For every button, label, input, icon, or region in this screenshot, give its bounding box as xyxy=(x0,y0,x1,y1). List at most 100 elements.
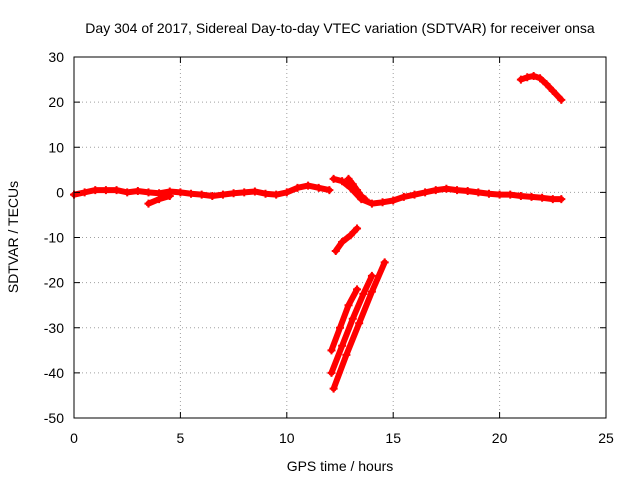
data-point xyxy=(529,71,538,80)
data-point xyxy=(187,189,196,198)
data-point xyxy=(197,190,206,199)
data-point xyxy=(327,368,336,377)
data-point xyxy=(367,287,376,296)
y-tick-label: 0 xyxy=(56,184,64,200)
data-point xyxy=(542,80,551,89)
data-point xyxy=(80,188,89,197)
y-tick-label: -30 xyxy=(44,320,64,336)
data-point xyxy=(144,188,153,197)
data-point xyxy=(548,86,557,95)
data-point xyxy=(348,314,357,323)
y-tick-label: -50 xyxy=(44,410,64,426)
data-point xyxy=(453,186,462,195)
data-point xyxy=(536,74,545,83)
data-point xyxy=(293,183,302,192)
axis-ticks: 0 5 10 15 20 25 -50 -40 -30 -20 -10 0 10 20 30 xyxy=(44,49,614,446)
data-point xyxy=(378,198,387,207)
data-point xyxy=(380,258,389,267)
data-point xyxy=(144,199,153,208)
data-point xyxy=(538,193,547,202)
data-point xyxy=(218,190,227,199)
data-series xyxy=(70,71,566,393)
data-point xyxy=(431,186,440,195)
data-point xyxy=(346,231,355,240)
data-point xyxy=(348,180,357,189)
data-point xyxy=(353,186,362,195)
data-point xyxy=(250,187,259,196)
data-point xyxy=(282,188,291,197)
data-point xyxy=(338,341,347,350)
data-point xyxy=(367,199,376,208)
data-point xyxy=(176,188,185,197)
data-point xyxy=(367,271,376,280)
y-tick-label: 10 xyxy=(48,139,64,155)
data-point xyxy=(314,183,323,192)
series-line xyxy=(332,225,361,255)
data-point xyxy=(548,195,557,204)
y-tick-label: -20 xyxy=(44,275,64,291)
y-axis-label: SDTVAR / TECUs xyxy=(5,181,21,293)
data-point xyxy=(344,174,353,183)
data-point xyxy=(361,195,370,204)
series-main-trace-2 xyxy=(329,174,566,208)
data-point xyxy=(523,73,532,82)
data-point xyxy=(331,247,340,256)
data-point xyxy=(474,188,483,197)
data-point xyxy=(101,186,110,195)
data-point xyxy=(165,191,174,200)
x-axis-label: GPS time / hours xyxy=(287,458,394,474)
data-point xyxy=(261,189,270,198)
series-rise-a xyxy=(331,224,362,256)
series-dip-3-4 xyxy=(144,191,174,208)
data-point xyxy=(516,191,525,200)
series-late-arc xyxy=(516,71,566,104)
data-point xyxy=(91,186,100,195)
series-line xyxy=(328,286,361,354)
data-point xyxy=(442,184,451,193)
data-point xyxy=(329,384,338,393)
series-rise-c xyxy=(327,271,376,377)
data-point xyxy=(355,319,364,328)
y-tick-label: -10 xyxy=(44,230,64,246)
data-point xyxy=(133,187,142,196)
data-point xyxy=(342,350,351,359)
data-point xyxy=(229,189,238,198)
data-point xyxy=(527,192,536,201)
x-tick-label: 0 xyxy=(70,430,78,446)
data-point xyxy=(327,346,336,355)
data-point xyxy=(329,174,338,183)
data-point xyxy=(123,188,132,197)
data-point xyxy=(325,186,334,195)
data-point xyxy=(516,75,525,84)
data-point xyxy=(421,188,430,197)
chart-title: Day 304 of 2017, Sidereal Day-to-day VTE… xyxy=(85,20,595,36)
data-point xyxy=(338,238,347,247)
data-point xyxy=(353,224,362,233)
series-rise-b xyxy=(327,285,362,355)
data-point xyxy=(557,95,566,104)
series-rise-d xyxy=(329,258,389,393)
data-point xyxy=(410,190,419,199)
x-tick-label: 20 xyxy=(492,430,508,446)
x-tick-label: 5 xyxy=(177,430,185,446)
series-hump-13 xyxy=(344,174,370,204)
data-point xyxy=(240,188,249,197)
y-tick-label: 30 xyxy=(48,49,64,65)
x-tick-label: 25 xyxy=(598,430,614,446)
y-tick-label: -40 xyxy=(44,365,64,381)
data-point xyxy=(359,289,368,298)
data-point xyxy=(208,191,217,200)
data-point xyxy=(112,186,121,195)
data-point xyxy=(484,189,493,198)
data-point xyxy=(338,177,347,186)
data-point xyxy=(155,195,164,204)
x-tick-label: 15 xyxy=(385,430,401,446)
x-tick-label: 10 xyxy=(279,430,295,446)
data-point xyxy=(495,190,504,199)
data-point xyxy=(557,195,566,204)
data-point xyxy=(357,191,366,200)
data-point xyxy=(463,187,472,196)
data-point xyxy=(506,190,515,199)
